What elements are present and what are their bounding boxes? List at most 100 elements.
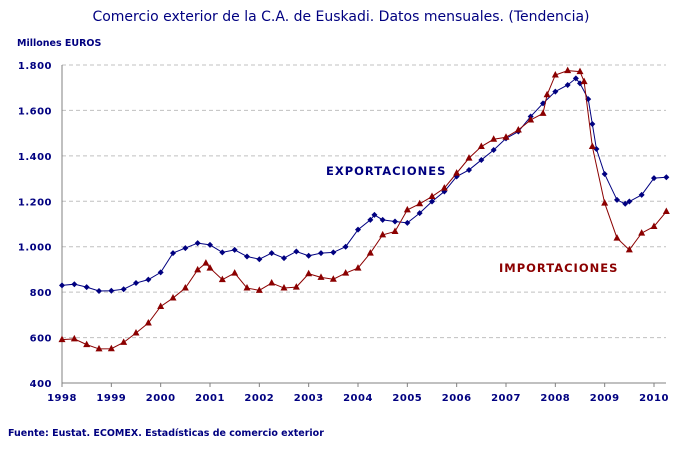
data-point-diamond — [59, 282, 65, 289]
y-tick-label: 1.400 — [18, 152, 52, 163]
data-point-triangle — [625, 245, 633, 253]
data-point-triangle — [601, 199, 609, 206]
x-tick-label: 2009 — [590, 393, 620, 404]
data-point-diamond — [663, 174, 670, 181]
data-point-diamond — [157, 269, 164, 276]
chart-title: Comercio exterior de la C.A. de Euskadi.… — [92, 9, 589, 25]
data-point-diamond — [379, 216, 386, 223]
data-point-diamond — [572, 75, 579, 82]
data-point-triangle — [255, 286, 263, 293]
data-point-diamond — [145, 276, 152, 283]
x-tick-label: 1999 — [96, 393, 126, 404]
data-point-triangle — [465, 154, 473, 161]
series-importaciones — [58, 66, 670, 352]
data-point-diamond — [466, 166, 472, 173]
data-point-diamond — [342, 243, 349, 250]
data-point-diamond — [194, 240, 201, 247]
data-point-diamond — [318, 250, 324, 257]
data-point-diamond — [355, 226, 361, 233]
data-point-diamond — [589, 121, 596, 128]
data-point-diamond — [626, 198, 633, 205]
data-point-triangle — [662, 207, 670, 215]
data-point-triangle — [329, 275, 337, 282]
data-point-triangle — [231, 269, 239, 276]
data-point-triangle — [379, 230, 387, 238]
y-tick-label: 600 — [30, 334, 52, 345]
data-point-triangle — [144, 319, 152, 326]
data-point-triangle — [120, 338, 128, 345]
gridlines — [62, 64, 666, 339]
series-line — [61, 70, 667, 350]
data-point-diamond — [108, 287, 115, 294]
y-tick-label: 1.600 — [18, 106, 52, 117]
data-point-triangle — [83, 340, 91, 348]
data-point-triangle — [132, 329, 140, 336]
data-point-diamond — [120, 286, 127, 293]
data-point-triangle — [194, 265, 202, 273]
y-tick-labels: 400 600 800 1.000 1.200 1.400 1.600 1.800 — [18, 61, 52, 390]
data-point-diamond — [416, 210, 423, 217]
data-point-triangle — [477, 142, 485, 150]
data-point-triangle — [551, 70, 559, 78]
data-point-diamond — [638, 191, 645, 198]
data-point-triangle — [638, 229, 646, 236]
x-tick-label: 2004 — [343, 393, 373, 404]
data-point-triangle — [169, 294, 177, 301]
data-point-triangle — [613, 234, 621, 241]
x-tick-label: 2007 — [491, 393, 521, 404]
data-point-diamond — [478, 156, 485, 163]
data-point-triangle — [268, 279, 276, 286]
data-point-diamond — [577, 80, 583, 87]
data-point-diamond — [371, 211, 378, 218]
data-point-triangle — [95, 344, 103, 352]
data-point-triangle — [70, 334, 78, 342]
data-point-triangle — [564, 66, 572, 74]
data-point-diamond — [256, 256, 263, 263]
data-point-triangle — [157, 302, 165, 309]
data-point-diamond — [601, 171, 608, 178]
data-point-triangle — [218, 275, 226, 283]
data-point-triangle — [206, 264, 214, 271]
data-point-diamond — [231, 246, 238, 253]
data-point-diamond — [244, 253, 250, 260]
data-point-triangle — [305, 269, 313, 277]
x-tick-label: 2010 — [639, 393, 669, 404]
data-point-diamond — [96, 288, 102, 295]
data-point-diamond — [182, 245, 189, 252]
data-point-triangle — [354, 264, 362, 271]
data-point-triangle — [527, 115, 535, 123]
data-point-triangle — [514, 125, 522, 133]
data-point-diamond — [367, 216, 374, 223]
data-point-triangle — [416, 199, 424, 207]
data-point-diamond — [392, 218, 398, 225]
x-tick-label: 2006 — [442, 393, 472, 404]
y-tick-label: 1.000 — [18, 243, 52, 254]
data-point-triangle — [107, 344, 115, 352]
data-point-diamond — [305, 252, 312, 259]
data-point-triangle — [539, 109, 547, 116]
data-point-triangle — [543, 90, 551, 98]
data-point-diamond — [404, 219, 411, 226]
series-label-importaciones: IMPORTACIONES — [499, 261, 618, 275]
data-point-diamond — [133, 280, 139, 287]
x-tick-label: 2008 — [540, 393, 570, 404]
data-point-triangle — [490, 135, 498, 142]
y-axis-label: Millones EUROS — [17, 38, 102, 49]
data-point-diamond — [564, 81, 571, 88]
x-tick-label: 2002 — [244, 393, 274, 404]
x-tick-label: 2000 — [146, 393, 176, 404]
data-point-diamond — [330, 249, 337, 256]
axes — [61, 65, 666, 387]
data-point-triangle — [428, 192, 436, 200]
data-point-diamond — [614, 196, 620, 203]
data-point-diamond — [293, 248, 300, 255]
data-point-diamond — [490, 146, 497, 153]
data-point-diamond — [219, 249, 226, 256]
data-point-diamond — [207, 241, 213, 248]
data-point-diamond — [622, 200, 629, 207]
y-tick-label: 400 — [30, 379, 52, 390]
series-label-exportaciones: EXPORTACIONES — [326, 164, 446, 178]
data-point-triangle — [580, 77, 588, 85]
x-tick-label: 2001 — [195, 393, 225, 404]
